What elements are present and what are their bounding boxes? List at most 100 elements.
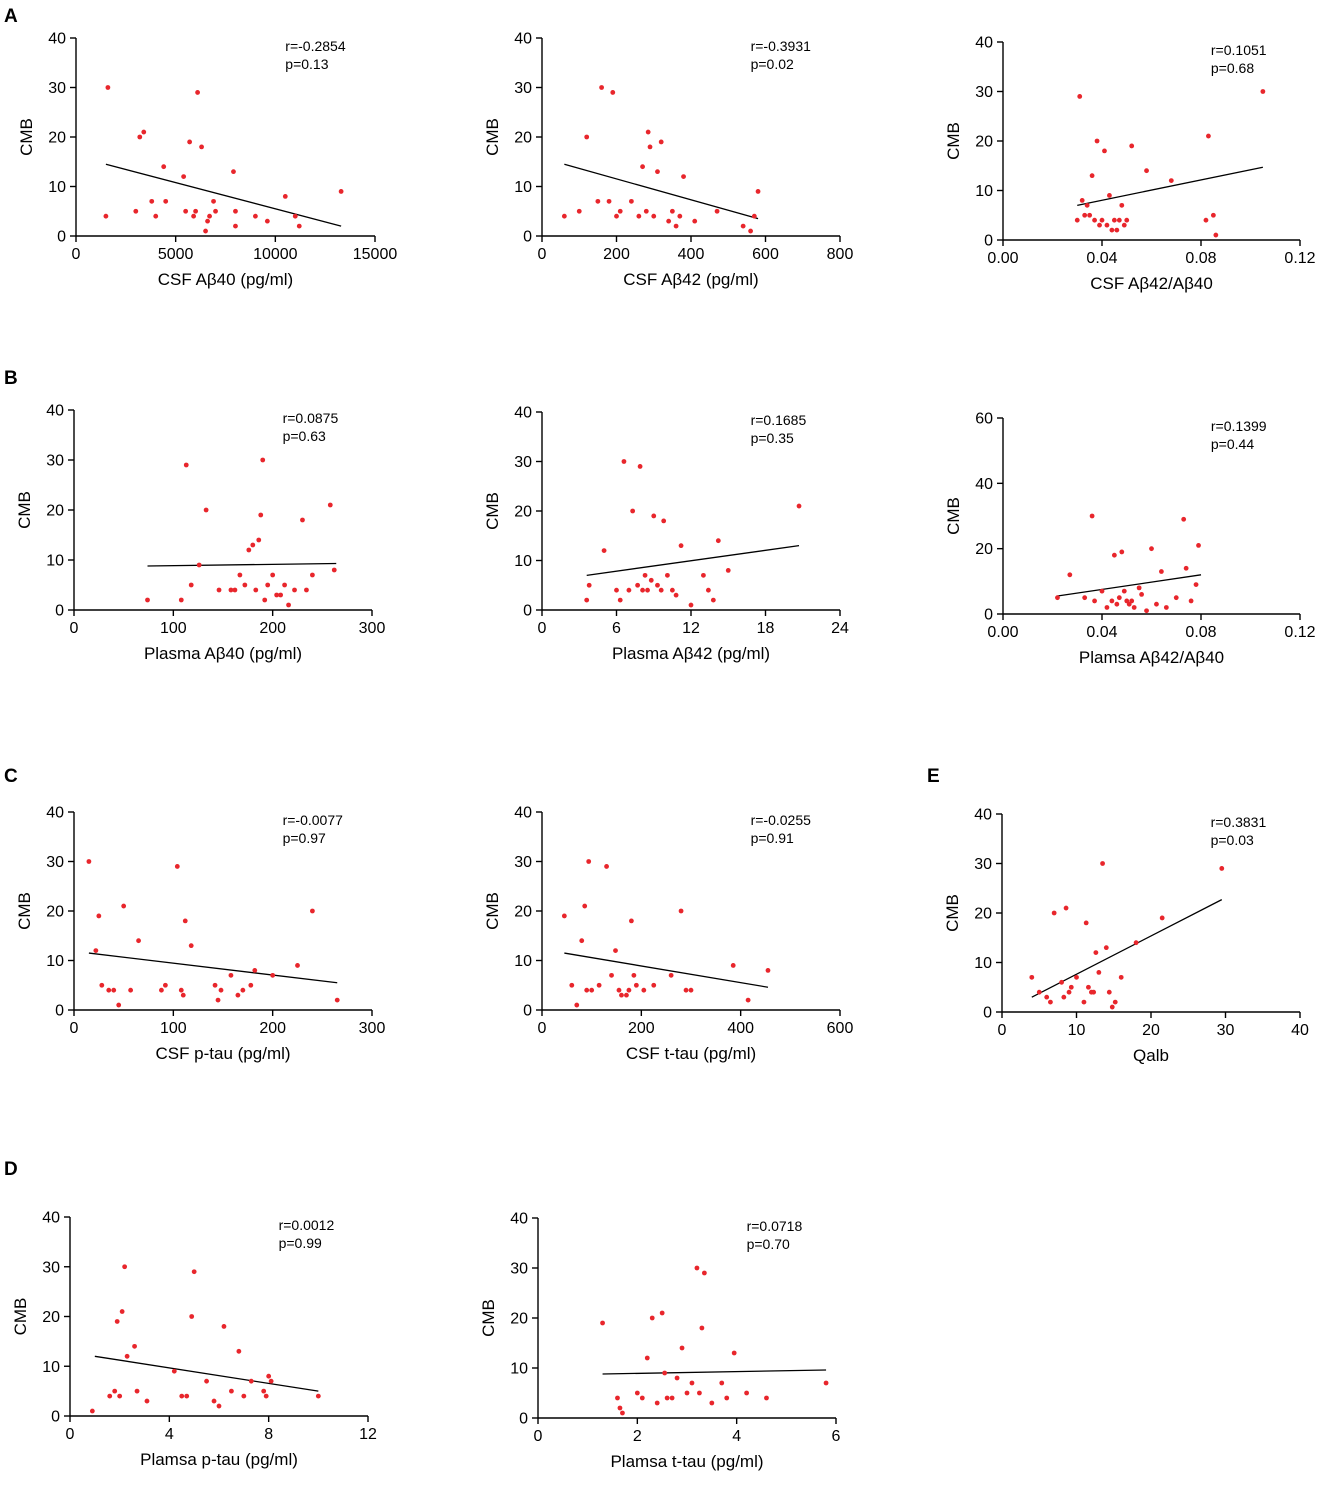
p-value-label: p=0.70 bbox=[747, 1236, 790, 1252]
y-tick-label: 30 bbox=[514, 80, 532, 97]
data-point bbox=[689, 1380, 695, 1386]
data-point bbox=[203, 507, 209, 513]
x-tick-label: 0.08 bbox=[1185, 250, 1216, 267]
data-point bbox=[574, 1002, 580, 1008]
regression-line bbox=[105, 163, 342, 227]
x-tick-label: 0.08 bbox=[1185, 624, 1216, 641]
y-tick-label: 20 bbox=[514, 904, 532, 921]
data-point bbox=[719, 1380, 725, 1386]
r-value-label: r=0.1051 bbox=[1211, 42, 1267, 58]
data-point bbox=[640, 164, 645, 170]
data-point bbox=[1118, 974, 1124, 980]
data-point bbox=[599, 85, 604, 90]
chart-d2: 0 2 4 6 0 10 20 30 40 Plamsa t-tau (pg/ml) CMB r=0.… bbox=[479, 1211, 841, 1472]
data-point bbox=[724, 1395, 730, 1401]
y-tick-label: 0 bbox=[984, 607, 993, 624]
y-tick-label: 30 bbox=[514, 454, 532, 471]
data-point bbox=[1099, 217, 1105, 223]
data-point bbox=[662, 1370, 668, 1376]
p-value-label: p=0.44 bbox=[1211, 436, 1254, 452]
data-point bbox=[1126, 601, 1132, 607]
data-point bbox=[674, 1375, 680, 1381]
y-tick-label: 40 bbox=[975, 476, 993, 493]
data-point bbox=[1124, 598, 1130, 604]
data-point bbox=[191, 1269, 197, 1275]
data-point bbox=[1260, 89, 1266, 94]
data-point bbox=[610, 90, 616, 95]
data-point bbox=[655, 582, 660, 588]
data-point bbox=[1203, 217, 1209, 223]
y-tick-label: 10 bbox=[514, 553, 532, 570]
x-tick-label: 200 bbox=[628, 1020, 655, 1037]
data-point bbox=[561, 913, 567, 919]
x-tick-label: 40 bbox=[1291, 1022, 1309, 1039]
data-point bbox=[1086, 984, 1091, 990]
data-point bbox=[233, 223, 238, 229]
data-point bbox=[107, 1393, 113, 1399]
x-tick-label: 0.00 bbox=[987, 624, 1018, 641]
data-point bbox=[204, 1378, 209, 1384]
data-point bbox=[658, 587, 664, 593]
data-point bbox=[233, 208, 238, 214]
data-point bbox=[1144, 168, 1149, 174]
data-point bbox=[1082, 212, 1088, 218]
data-point bbox=[216, 587, 222, 593]
y-tick-label: 0 bbox=[57, 229, 66, 246]
regression-line bbox=[564, 163, 759, 220]
chart-c1: 0 100 200 300 0 10 20 30 40 CSF p-tau (pg/ml) CMB r… bbox=[15, 805, 385, 1064]
data-point bbox=[604, 864, 609, 869]
r-value-label: r=0.0718 bbox=[747, 1218, 803, 1234]
y-tick-label: 20 bbox=[514, 504, 532, 521]
y-tick-label: 40 bbox=[514, 31, 532, 48]
data-point bbox=[86, 859, 92, 864]
data-point bbox=[232, 587, 238, 593]
data-point bbox=[1111, 552, 1117, 558]
data-point bbox=[692, 218, 698, 224]
data-point bbox=[629, 198, 634, 204]
x-axis-title: CSF p-tau (pg/ml) bbox=[155, 1044, 290, 1063]
data-point bbox=[295, 963, 300, 968]
data-point bbox=[256, 537, 262, 543]
y-axis-title: CMB bbox=[944, 497, 963, 535]
data-point bbox=[694, 1265, 700, 1271]
data-point bbox=[584, 987, 590, 993]
y-tick-label: 0 bbox=[523, 1003, 532, 1020]
data-point bbox=[688, 602, 694, 608]
x-tick-label: 2 bbox=[633, 1428, 642, 1445]
data-point bbox=[240, 987, 246, 993]
data-point bbox=[1104, 605, 1110, 610]
data-point bbox=[669, 1395, 675, 1401]
regression-line bbox=[1057, 574, 1202, 597]
data-point bbox=[278, 592, 284, 598]
data-point bbox=[1129, 143, 1135, 149]
data-point bbox=[310, 908, 315, 914]
data-point bbox=[145, 597, 150, 603]
chart-a1: 0 5000 10000 15000 0 10 20 30 40 CSF Aβ40 (pg/ml)… bbox=[17, 31, 397, 290]
y-tick-label: 60 bbox=[975, 411, 993, 428]
data-point bbox=[633, 982, 639, 988]
data-point bbox=[193, 208, 199, 214]
data-point bbox=[1181, 516, 1187, 522]
data-point bbox=[1168, 178, 1174, 184]
data-point bbox=[1173, 595, 1179, 601]
data-point bbox=[304, 587, 309, 593]
data-point bbox=[1066, 989, 1072, 995]
data-point bbox=[1109, 1004, 1115, 1010]
data-point bbox=[586, 859, 592, 864]
data-point bbox=[1107, 193, 1112, 198]
data-point bbox=[701, 572, 706, 578]
data-point bbox=[1196, 543, 1201, 548]
x-tick-label: 0.04 bbox=[1086, 250, 1117, 267]
p-value-label: p=0.99 bbox=[279, 1235, 322, 1251]
data-point bbox=[174, 864, 180, 869]
data-point bbox=[96, 913, 102, 919]
data-point bbox=[221, 1324, 227, 1329]
data-point bbox=[228, 972, 234, 978]
data-point bbox=[1114, 227, 1120, 233]
data-point bbox=[99, 982, 105, 988]
data-point bbox=[1083, 920, 1089, 926]
data-point bbox=[740, 223, 746, 229]
r-value-label: r=-0.2854 bbox=[285, 38, 346, 54]
data-point bbox=[639, 1395, 645, 1401]
x-tick-label: 15000 bbox=[353, 246, 398, 263]
